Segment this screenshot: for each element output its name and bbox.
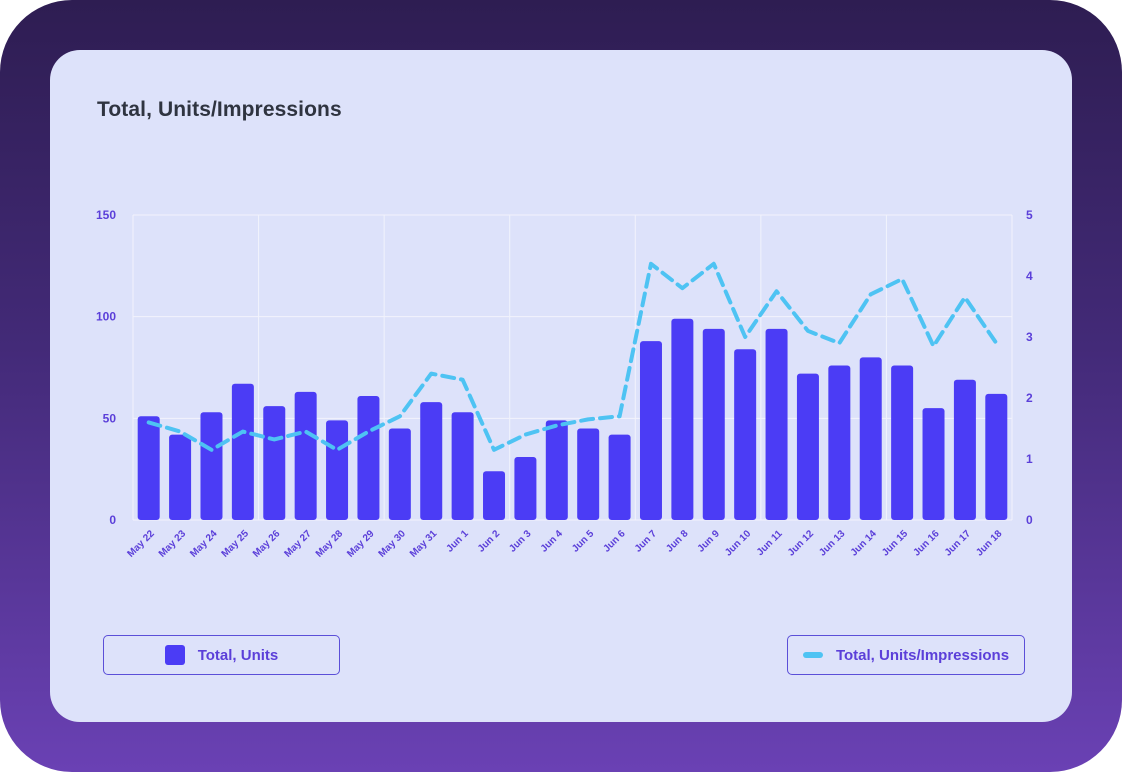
legend-item-total-units[interactable]: Total, Units bbox=[103, 635, 340, 675]
bar-total-units bbox=[169, 434, 192, 520]
x-tick-label: Jun 18 bbox=[974, 528, 1004, 558]
x-tick-label: Jun 4 bbox=[539, 528, 566, 555]
x-tick-label: May 29 bbox=[345, 528, 377, 560]
bar-total-units bbox=[859, 357, 882, 520]
x-tick-label: Jun 5 bbox=[570, 528, 597, 555]
x-tick-label: May 27 bbox=[282, 528, 314, 560]
y-right-tick-label: 3 bbox=[1026, 330, 1033, 344]
y-right-tick-label: 4 bbox=[1026, 269, 1033, 283]
bar-total-units bbox=[577, 428, 600, 520]
bar-total-units bbox=[702, 328, 725, 520]
bar-total-units bbox=[137, 416, 160, 520]
bar-total-units bbox=[420, 402, 443, 520]
bar-total-units bbox=[231, 383, 254, 520]
x-tick-label: Jun 1 bbox=[444, 528, 471, 555]
chart-card: Total, Units/Impressions 0 50 100 150 0 1 2 3 4 5… bbox=[50, 50, 1072, 722]
x-tick-label: May 30 bbox=[377, 528, 409, 560]
bar-total-units bbox=[985, 393, 1008, 520]
bar-total-units bbox=[545, 420, 568, 520]
x-tick-label: Jun 10 bbox=[723, 528, 753, 558]
bar-total-units bbox=[326, 420, 349, 520]
legend-label-units: Total, Units bbox=[197, 646, 279, 664]
bar-total-units bbox=[608, 434, 631, 520]
x-tick-label: Jun 7 bbox=[633, 528, 660, 555]
y-right-tick-label: 1 bbox=[1026, 452, 1033, 466]
line-units-per-impressions bbox=[146, 261, 999, 452]
x-tick-label: Jun 9 bbox=[696, 528, 723, 555]
legend-label-impressions: Total, Units/Impressions bbox=[835, 646, 1010, 664]
y-left-tick-label: 50 bbox=[103, 411, 117, 425]
legend-bar-swatch bbox=[164, 645, 185, 665]
chart-title: Total, Units/Impressions bbox=[97, 98, 342, 121]
bar-total-units bbox=[953, 379, 976, 520]
bar-total-units bbox=[200, 412, 223, 520]
x-tick-label: May 26 bbox=[251, 528, 283, 560]
bar-total-units bbox=[671, 318, 694, 520]
x-tick-label: Jun 14 bbox=[849, 528, 879, 558]
bar-total-units bbox=[922, 408, 945, 520]
legend-line-swatch bbox=[802, 652, 823, 658]
x-tick-label: Jun 11 bbox=[755, 528, 785, 558]
x-tick-label: Jun 16 bbox=[911, 528, 941, 558]
x-tick-label: Jun 15 bbox=[880, 528, 910, 558]
x-tick-label: Jun 17 bbox=[943, 528, 973, 558]
bar-total-units bbox=[828, 365, 851, 520]
y-right-tick-label: 2 bbox=[1026, 391, 1033, 405]
bar-total-units bbox=[483, 471, 506, 520]
bar-total-units bbox=[294, 391, 317, 520]
bar-total-units bbox=[765, 328, 788, 520]
y-left-tick-label: 100 bbox=[96, 310, 116, 324]
x-tick-label: Jun 13 bbox=[817, 528, 847, 558]
x-tick-label: Jun 6 bbox=[601, 528, 628, 555]
bar-total-units bbox=[388, 428, 411, 520]
bar-total-units bbox=[796, 373, 819, 520]
y-left-tick-label: 150 bbox=[96, 208, 116, 222]
y-right-tick-label: 0 bbox=[1026, 513, 1033, 527]
y-right-tick-label: 5 bbox=[1026, 208, 1033, 222]
bar-total-units bbox=[734, 349, 757, 520]
legend-item-units-per-impressions[interactable]: Total, Units/Impressions bbox=[787, 635, 1025, 675]
bar-total-units bbox=[357, 395, 380, 520]
x-tick-label: May 24 bbox=[188, 528, 220, 560]
x-tick-label: May 23 bbox=[157, 528, 189, 560]
bar-total-units bbox=[451, 412, 474, 520]
x-tick-label: Jun 12 bbox=[786, 528, 816, 558]
x-tick-label: Jun 8 bbox=[664, 528, 691, 555]
bar-total-units bbox=[639, 341, 662, 520]
x-tick-label: May 22 bbox=[125, 528, 157, 560]
x-tick-label: May 31 bbox=[408, 528, 440, 560]
y-left-tick-label: 0 bbox=[109, 513, 116, 527]
bar-total-units bbox=[514, 456, 537, 520]
x-tick-label: Jun 3 bbox=[507, 528, 534, 555]
bar-total-units bbox=[263, 406, 286, 520]
x-tick-label: May 25 bbox=[220, 528, 252, 560]
bar-total-units bbox=[891, 365, 914, 520]
x-tick-label: Jun 2 bbox=[476, 528, 503, 555]
x-tick-label: May 28 bbox=[314, 528, 346, 560]
